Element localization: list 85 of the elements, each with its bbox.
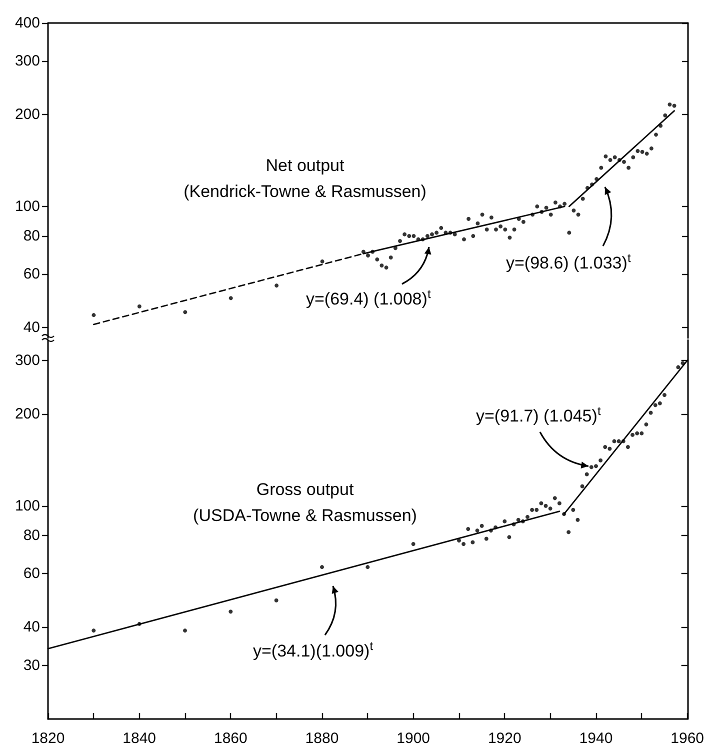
annotation: y=(69.4) (1.008)$^{t}$ bbox=[306, 287, 431, 310]
point bbox=[274, 598, 278, 602]
x-tick-label: 1920 bbox=[488, 730, 522, 747]
point bbox=[653, 403, 658, 408]
point bbox=[494, 525, 498, 530]
point bbox=[621, 439, 626, 444]
point bbox=[680, 361, 685, 366]
x-tick-label: 1940 bbox=[579, 730, 613, 747]
x-tick-label: 1900 bbox=[396, 730, 430, 747]
point bbox=[502, 519, 507, 524]
y-tick-label: 30 bbox=[23, 656, 40, 674]
point bbox=[512, 522, 516, 526]
point bbox=[475, 528, 480, 533]
y-tick-label: 100 bbox=[14, 198, 40, 215]
y-tick-label: 200 bbox=[14, 406, 40, 423]
point bbox=[183, 628, 187, 633]
text: Gross output bbox=[256, 480, 354, 499]
y-tick-label: 200 bbox=[14, 106, 40, 124]
x-tick-label: 1840 bbox=[122, 730, 156, 747]
point bbox=[612, 439, 616, 444]
point bbox=[626, 445, 630, 449]
point bbox=[516, 518, 520, 522]
point bbox=[539, 501, 544, 506]
point bbox=[525, 514, 530, 519]
y-tick-label: 300 bbox=[14, 52, 40, 70]
y-tick-label: 80 bbox=[23, 526, 40, 544]
point bbox=[480, 524, 484, 528]
point bbox=[648, 410, 653, 415]
point bbox=[562, 512, 566, 516]
point bbox=[616, 439, 621, 444]
y-tick-label: 400 bbox=[14, 14, 40, 32]
point bbox=[484, 536, 488, 541]
point bbox=[635, 431, 640, 436]
point bbox=[544, 504, 548, 508]
point bbox=[676, 365, 680, 370]
point bbox=[608, 446, 612, 451]
point bbox=[320, 565, 324, 570]
point bbox=[92, 628, 96, 633]
y-tick-label: 40 bbox=[23, 618, 40, 636]
point bbox=[366, 565, 370, 570]
point bbox=[466, 526, 470, 531]
y-tick-label: 60 bbox=[23, 565, 40, 582]
text: (USDA-Towne & Rasmussen) bbox=[193, 506, 417, 525]
y-tick-label: 100 bbox=[14, 497, 40, 514]
point bbox=[580, 484, 584, 488]
point bbox=[576, 518, 580, 522]
point bbox=[534, 508, 539, 512]
x-tick-label: 1860 bbox=[214, 730, 248, 747]
annotation: y=(91.7) (1.045)$^{t}$ bbox=[476, 404, 601, 427]
point bbox=[589, 465, 594, 470]
point bbox=[228, 610, 233, 614]
point bbox=[584, 472, 589, 476]
x-tick-label: 1880 bbox=[305, 730, 339, 747]
point bbox=[630, 432, 635, 437]
y-tick-label: 60 bbox=[23, 266, 40, 283]
point bbox=[557, 501, 562, 506]
point bbox=[594, 464, 598, 468]
point bbox=[566, 530, 571, 534]
point bbox=[603, 445, 608, 449]
y-tick-label: 40 bbox=[23, 319, 40, 336]
annotation: y=(98.6) (1.033)$^{t}$ bbox=[506, 251, 631, 274]
point bbox=[658, 401, 662, 406]
point bbox=[662, 393, 666, 398]
point bbox=[488, 528, 493, 533]
point bbox=[640, 431, 644, 436]
point bbox=[456, 538, 461, 542]
x-tick-label: 1960 bbox=[670, 730, 704, 747]
point bbox=[552, 496, 557, 500]
point bbox=[137, 622, 142, 626]
point bbox=[411, 542, 416, 546]
point bbox=[644, 422, 648, 426]
point bbox=[571, 508, 576, 512]
point bbox=[462, 542, 466, 546]
text: (Kendrick-Towne & Rasmussen) bbox=[184, 182, 426, 201]
text: Net output bbox=[266, 156, 344, 175]
y-tick-label: 300 bbox=[14, 352, 40, 369]
point bbox=[507, 535, 512, 540]
point bbox=[470, 540, 475, 544]
point bbox=[520, 519, 525, 524]
annotation: y=(34.1)(1.009)$^{t}$ bbox=[253, 639, 374, 662]
point bbox=[598, 458, 603, 462]
x-tick-label: 1820 bbox=[31, 730, 65, 747]
point bbox=[548, 506, 552, 511]
point bbox=[530, 508, 534, 512]
y-tick-label: 80 bbox=[23, 227, 40, 244]
